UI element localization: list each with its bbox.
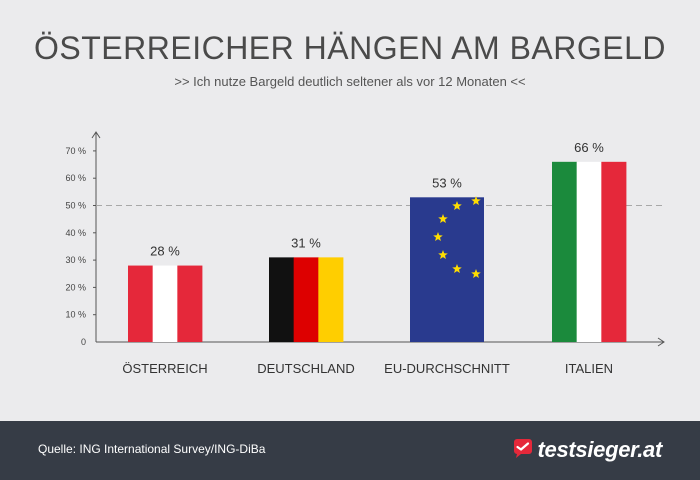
- eu-star-icon: [438, 250, 448, 260]
- y-tick-label: 10 %: [65, 310, 86, 320]
- bar-germany-stripe: [293, 257, 319, 342]
- y-tick-label: 20 %: [65, 282, 86, 292]
- chart-title: ÖSTERREICHER HÄNGEN AM BARGELD: [34, 30, 666, 66]
- chart-subtitle: >> Ich nutze Bargeld deutlich seltener a…: [174, 74, 526, 89]
- eu-star-icon: [471, 269, 481, 279]
- eu-star-icon: [438, 214, 448, 224]
- bar-austria-stripe: [152, 265, 178, 342]
- eu-star-icon: [452, 201, 462, 211]
- category-label: ITALIEN: [565, 361, 613, 376]
- eu-star-icon: [452, 264, 462, 274]
- x-axis-arrow: [657, 337, 665, 347]
- footer-bar: Quelle: ING International Survey/ING-DiB…: [0, 421, 700, 480]
- bar-austria-stripe: [128, 265, 154, 342]
- category-label: DEUTSCHLAND: [257, 361, 355, 376]
- y-tick-label: 0: [81, 337, 86, 347]
- y-tick-label: 60 %: [65, 173, 86, 183]
- data-label: 53 %: [432, 175, 462, 190]
- brand-name: testsieger.at: [537, 437, 662, 462]
- data-label: 66 %: [574, 140, 604, 155]
- y-tick-label: 50 %: [65, 201, 86, 211]
- bar-italy-stripe: [576, 161, 602, 342]
- bar-germany-stripe: [318, 257, 344, 342]
- bar-eu: [410, 197, 484, 342]
- eu-star-icon: [433, 232, 443, 242]
- testsieger-logo-icon: [513, 438, 533, 463]
- y-axis-arrow: [91, 131, 101, 139]
- bar-italy-stripe: [601, 161, 627, 342]
- bar-germany-stripe: [269, 257, 295, 342]
- category-label: ÖSTERREICH: [122, 361, 207, 376]
- bar-austria-stripe: [177, 265, 203, 342]
- brand-logo[interactable]: testsieger.at: [513, 437, 662, 463]
- source-note: Quelle: ING International Survey/ING-DiB…: [38, 442, 266, 456]
- bar-chart: 0 10 % 20 % 30 % 40 % 50 % 60 % 70 % 28 % ÖSTERRE…: [65, 131, 665, 376]
- data-label: 28 %: [150, 244, 180, 259]
- bar-italy-stripe: [552, 161, 578, 342]
- category-label: EU-DURCHSCHNITT: [384, 361, 510, 376]
- eu-star-icon: [471, 196, 481, 206]
- data-label: 31 %: [291, 235, 321, 250]
- y-tick-label: 30 %: [65, 255, 86, 265]
- y-tick-label: 70 %: [65, 146, 86, 156]
- y-tick-label: 40 %: [65, 228, 86, 238]
